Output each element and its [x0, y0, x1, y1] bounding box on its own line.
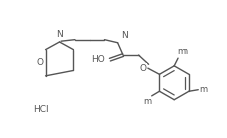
Text: N: N [120, 31, 127, 40]
Text: m: m [177, 47, 185, 56]
Text: O: O [139, 64, 146, 73]
Text: O: O [37, 58, 43, 67]
Text: m: m [178, 47, 186, 56]
Text: HCl: HCl [33, 105, 49, 114]
Text: m: m [198, 85, 206, 94]
Text: N: N [56, 30, 63, 39]
Text: m: m [142, 97, 150, 106]
Text: HO: HO [90, 55, 104, 64]
